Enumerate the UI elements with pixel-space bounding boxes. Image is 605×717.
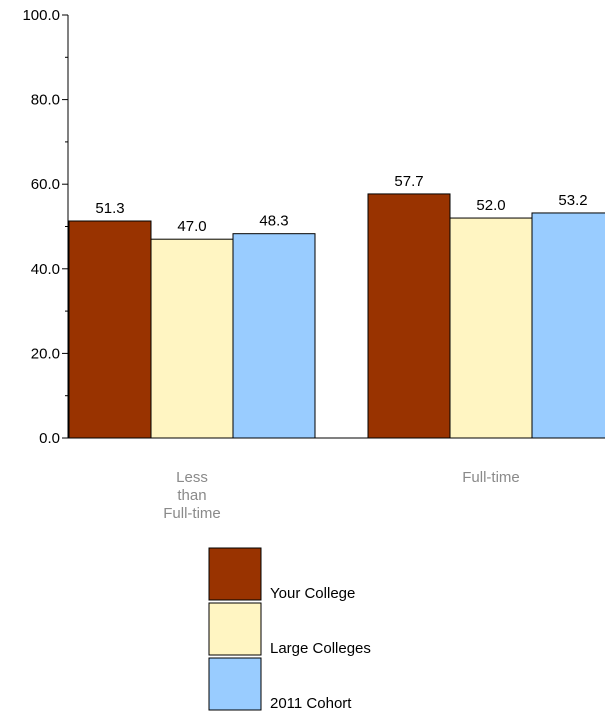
y-tick-label: 40.0: [31, 261, 60, 278]
category-label: Full-time: [163, 505, 221, 522]
y-tick-label: 0.0: [39, 430, 60, 447]
data-label: 57.7: [394, 173, 423, 190]
legend-label: Large Colleges: [270, 640, 371, 657]
legend: Your College Large Colleges 2011 Cohort: [208, 547, 371, 712]
data-label: 53.2: [558, 192, 587, 209]
data-label: 47.0: [177, 218, 206, 235]
data-label: 48.3: [259, 213, 288, 230]
y-tick-label: 100.0: [22, 7, 60, 24]
category-label: than: [177, 487, 206, 504]
y-tick-label: 80.0: [31, 92, 60, 109]
bar: [367, 193, 451, 439]
category-label: Less: [176, 469, 208, 486]
bar: [232, 233, 316, 439]
category-label: Full-time: [462, 469, 520, 486]
legend-swatch: [208, 602, 262, 656]
legend-label: 2011 Cohort: [270, 695, 352, 712]
y-ticks: 0.0 20.0 40.0 60.0 80.0 100.0: [22, 7, 68, 447]
legend-swatch: [208, 657, 262, 711]
bar: [449, 217, 533, 439]
data-label: 51.3: [95, 200, 124, 217]
bar: [531, 212, 605, 439]
bars: 51.3 57.7 47.0 52.0 48.3 53.2: [68, 173, 605, 439]
y-tick-label: 20.0: [31, 345, 60, 362]
legend-swatch: [208, 547, 262, 601]
bar: [150, 238, 234, 439]
bar: [68, 220, 152, 439]
y-tick-label: 60.0: [31, 176, 60, 193]
data-label: 52.0: [476, 197, 505, 214]
legend-label: Your College: [270, 585, 355, 602]
